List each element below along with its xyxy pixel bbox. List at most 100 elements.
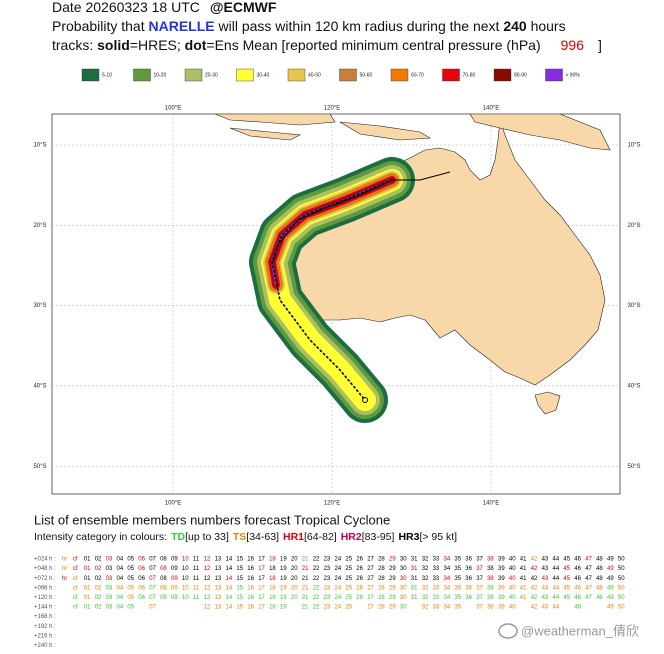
member: 03	[106, 576, 113, 582]
member: 38	[487, 595, 494, 601]
cat-code: TD	[171, 531, 185, 543]
member: 07	[149, 576, 156, 582]
legend-swatch	[390, 68, 409, 82]
row-label: +216 h :	[34, 633, 56, 639]
member: 09	[171, 566, 178, 572]
legend-swatch	[184, 68, 203, 82]
member: 06	[138, 595, 145, 601]
lat-label: 40°S	[33, 383, 46, 389]
row-label: +192 h :	[34, 624, 56, 630]
member: 27	[367, 576, 374, 582]
member: 46	[574, 566, 581, 572]
member: 19	[280, 566, 287, 572]
member: 45	[563, 557, 570, 563]
member: 39	[498, 585, 505, 591]
member: 05	[127, 566, 134, 572]
member: 31	[411, 585, 418, 591]
member: 24	[335, 595, 342, 601]
member: 30	[400, 595, 407, 601]
member: 40	[509, 585, 516, 591]
legend-label: 70-80	[463, 72, 476, 78]
member: 07	[149, 557, 156, 563]
member: 04	[117, 566, 124, 572]
member: 06	[138, 576, 145, 582]
member: 11	[193, 557, 200, 563]
txt: tracks:	[52, 37, 93, 53]
lat-label: 40°S	[627, 383, 640, 389]
member: 16	[247, 557, 254, 563]
member: 38	[487, 566, 494, 572]
member: 48	[596, 585, 603, 591]
member: 41	[520, 576, 527, 582]
member: 21	[302, 585, 309, 591]
member: 20	[291, 585, 298, 591]
member: 07	[149, 595, 156, 601]
member: 44	[553, 595, 560, 601]
member: 50	[618, 585, 625, 591]
member: 13	[215, 585, 222, 591]
member: 05	[127, 585, 134, 591]
member: 48	[596, 557, 603, 563]
legend-swatch	[545, 68, 563, 82]
legend-label: 40-50	[308, 72, 321, 78]
member: 30	[400, 605, 407, 611]
member: 36	[465, 585, 472, 591]
member: 25	[345, 566, 352, 572]
member: 34	[444, 595, 451, 601]
member: 06	[138, 566, 145, 572]
member: 30	[400, 576, 407, 582]
member: 05	[127, 576, 134, 582]
member: 42	[531, 576, 538, 582]
member: 31	[411, 557, 418, 563]
member: 02	[95, 595, 102, 601]
member: 18	[269, 557, 276, 563]
member: 45	[563, 566, 570, 572]
member: 29	[389, 557, 396, 563]
cat-code: HR3	[398, 531, 419, 543]
member: 42	[531, 585, 538, 591]
member: 01	[84, 585, 91, 591]
member: 13	[215, 557, 222, 563]
member: 28	[378, 576, 385, 582]
land	[214, 114, 611, 415]
lat-label: 30°S	[627, 303, 640, 309]
member: 07	[149, 605, 156, 611]
member: 50	[618, 595, 625, 601]
member: 22	[313, 566, 320, 572]
member: 22	[313, 595, 320, 601]
member: 15	[236, 595, 243, 601]
member: 08	[160, 585, 167, 591]
member: 26	[356, 557, 363, 563]
member: 30	[400, 566, 407, 572]
member: 44	[553, 557, 560, 563]
member: 14	[226, 585, 233, 591]
member: 09	[171, 576, 178, 582]
member: 26	[356, 566, 363, 572]
member: 35	[454, 595, 461, 601]
indonesia	[214, 114, 431, 141]
member: 21	[302, 576, 309, 582]
lon-label: 140°E	[483, 501, 499, 507]
cat-code: HR1	[283, 531, 304, 543]
line2: Probability that NARELLE will pass withi…	[52, 18, 566, 34]
member: 49	[607, 576, 614, 582]
member: 30	[400, 557, 407, 563]
txt: Probability that	[52, 18, 145, 34]
tracks: × × × × × ×	[271, 171, 451, 403]
member: 42	[531, 566, 538, 572]
member: 14	[226, 595, 233, 601]
txt: ]	[598, 37, 602, 53]
member: 36	[465, 595, 472, 601]
member: 10	[182, 566, 189, 572]
member: 29	[389, 595, 396, 601]
member: 22	[313, 605, 320, 611]
member: 50	[618, 557, 625, 563]
member: 17	[258, 585, 265, 591]
legend-label: 10-20	[154, 72, 167, 78]
member: 28	[378, 605, 385, 611]
member: 03	[106, 595, 113, 601]
member: 47	[585, 576, 592, 582]
member: 01	[84, 566, 91, 572]
member: 38	[487, 585, 494, 591]
watermark: @weatherman_倩欣	[498, 623, 639, 639]
